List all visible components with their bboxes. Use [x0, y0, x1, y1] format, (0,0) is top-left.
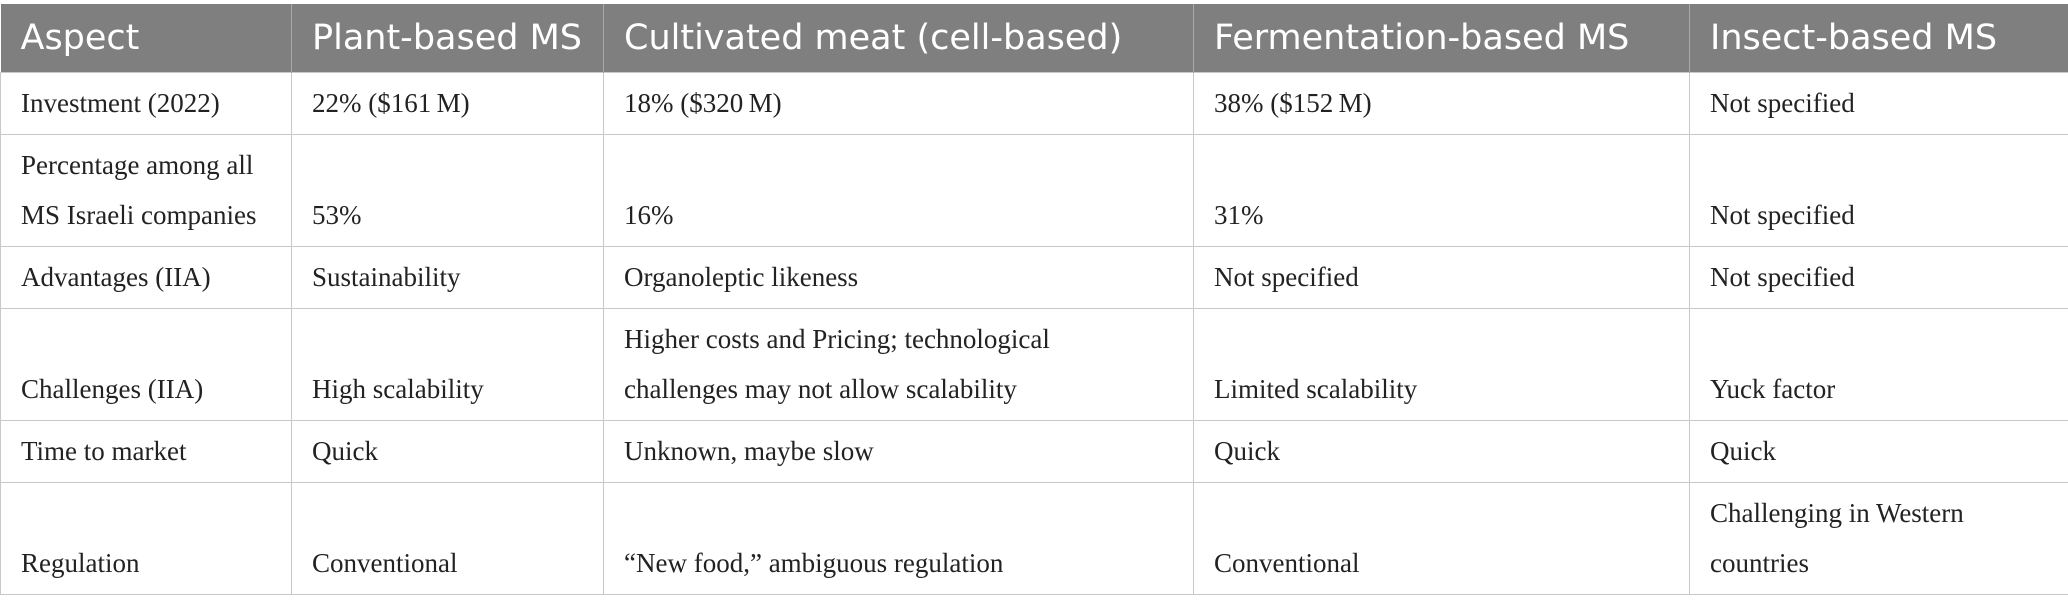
table-cell: Conventional [291, 481, 604, 595]
table-cell: 16% [603, 133, 1194, 247]
table-cell: Not specified [1689, 133, 2068, 247]
table-cell: Limited scalability [1193, 307, 1690, 421]
column-header-insect-based: Insect-based MS [1689, 4, 2068, 72]
table-cell: 22% ($161 M) [291, 71, 604, 135]
table-row: Investment (2022) 22% ($161 M) 18% ($320… [0, 71, 2068, 135]
table-cell: Higher costs and Pricing; technological … [603, 307, 1194, 421]
column-header-cultivated-meat: Cultivated meat (cell-based) [603, 4, 1194, 72]
table-cell: 53% [291, 133, 604, 247]
table-cell: Not specified [1689, 245, 2068, 309]
table-cell: Sustainability [291, 245, 604, 309]
table-row: Advantages (IIA) Sustainability Organole… [0, 245, 2068, 309]
row-label: Percentage among all MS Israeli companie… [0, 133, 292, 247]
table-cell: 31% [1193, 133, 1690, 247]
table-cell: Challenging in Western countries [1689, 481, 2068, 595]
comparison-table: Aspect Plant-based MS Cultivated meat (c… [0, 4, 2068, 595]
column-header-fermentation-based: Fermentation-based MS [1193, 4, 1690, 72]
table-cell: 18% ($320 M) [603, 71, 1194, 135]
table-cell: Unknown, maybe slow [603, 419, 1194, 483]
table-row: Regulation Conventional “New food,” ambi… [0, 481, 2068, 595]
table-cell: Not specified [1193, 245, 1690, 309]
table-cell: Conventional [1193, 481, 1690, 595]
row-label: Advantages (IIA) [0, 245, 292, 309]
column-header-aspect: Aspect [0, 4, 292, 72]
table-cell: “New food,” ambiguous regulation [603, 481, 1194, 595]
table-row: Time to market Quick Unknown, maybe slow… [0, 419, 2068, 483]
table-row: Percentage among all MS Israeli companie… [0, 133, 2068, 247]
row-label: Time to market [0, 419, 292, 483]
row-label: Regulation [0, 481, 292, 595]
table-cell: Quick [1689, 419, 2068, 483]
row-label: Challenges (IIA) [0, 307, 292, 421]
table-cell: Quick [291, 419, 604, 483]
column-header-plant-based: Plant-based MS [291, 4, 604, 72]
table-cell: Not specified [1689, 71, 2068, 135]
table-cell: 38% ($152 M) [1193, 71, 1690, 135]
table-cell: Quick [1193, 419, 1690, 483]
row-label: Investment (2022) [0, 71, 292, 135]
table-cell: Organoleptic likeness [603, 245, 1194, 309]
table-header-row: Aspect Plant-based MS Cultivated meat (c… [0, 4, 2068, 72]
table-row: Challenges (IIA) High scalability Higher… [0, 307, 2068, 421]
table-cell: Yuck factor [1689, 307, 2068, 421]
table-cell: High scalability [291, 307, 604, 421]
